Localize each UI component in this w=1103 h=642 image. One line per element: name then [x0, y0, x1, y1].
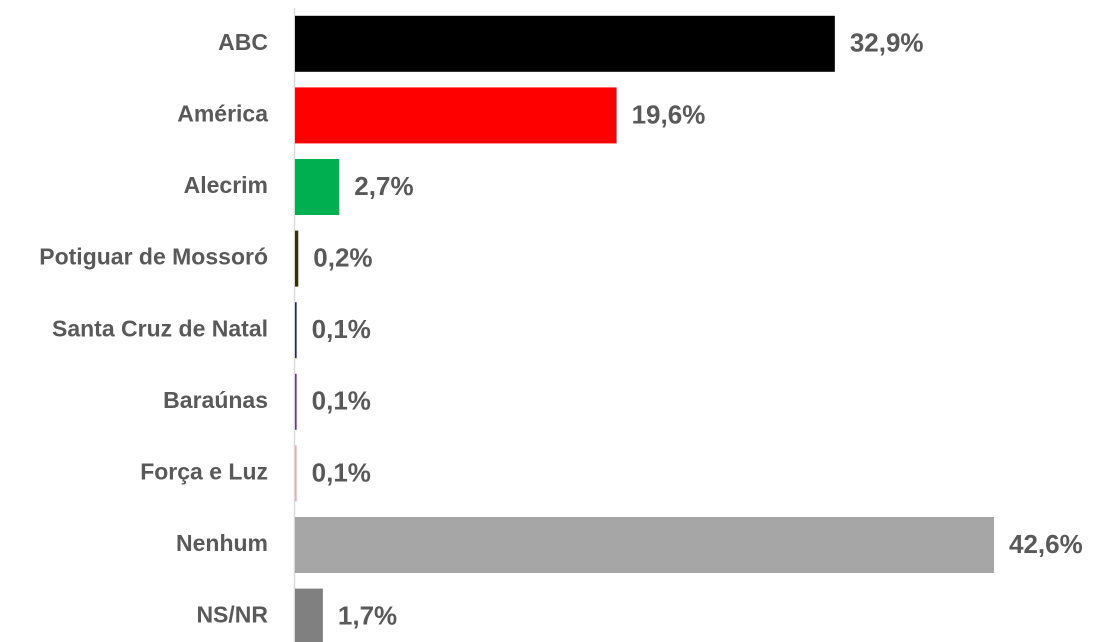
- category-label: Nenhum: [176, 530, 268, 556]
- category-label: Alecrim: [184, 172, 268, 198]
- value-label: 1,7%: [338, 600, 397, 630]
- value-label: 0,1%: [312, 386, 371, 416]
- bar: [295, 159, 340, 215]
- value-label: 19,6%: [632, 99, 706, 129]
- category-label: América: [177, 100, 268, 126]
- value-label: 42,6%: [1009, 529, 1083, 559]
- value-label: 32,9%: [850, 28, 924, 58]
- category-label: Potiguar de Mossoró: [39, 244, 268, 270]
- bar: [295, 230, 299, 287]
- category-label: Força e Luz: [140, 458, 268, 484]
- value-label: 0,1%: [312, 314, 371, 344]
- value-label: 0,1%: [312, 457, 371, 487]
- bar: [295, 87, 617, 144]
- bar: [295, 373, 297, 430]
- bar: [295, 445, 297, 502]
- value-label: 2,7%: [354, 171, 413, 201]
- bar: [295, 302, 297, 359]
- bar: [295, 517, 994, 573]
- value-label: 0,2%: [313, 242, 372, 272]
- category-label: Santa Cruz de Natal: [52, 315, 268, 341]
- category-label: NS/NR: [196, 602, 268, 628]
- bar: [295, 588, 323, 642]
- category-label: Baraúnas: [163, 387, 268, 413]
- bar: [295, 15, 835, 72]
- category-label: ABC: [218, 29, 268, 55]
